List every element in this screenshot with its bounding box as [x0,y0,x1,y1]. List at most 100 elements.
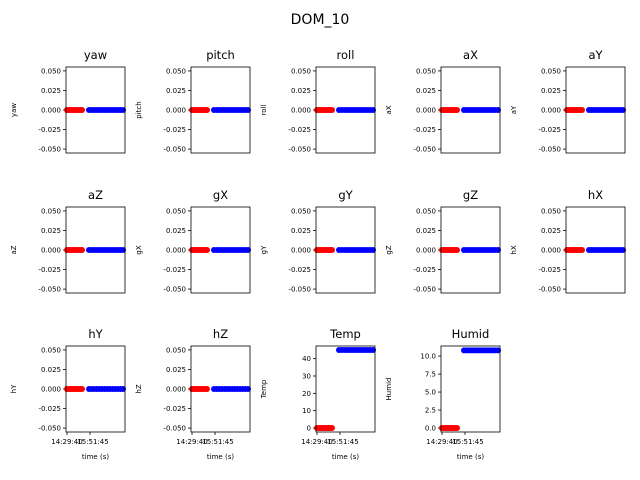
data-point-blue [620,107,626,113]
y-tick-label: -0.025 [38,266,61,274]
plot-frame [65,206,126,294]
y-tick-label: 0.050 [166,207,186,215]
subplot-title: hX [588,188,603,202]
y-tick-label: -0.050 [163,286,186,294]
y-tick-label: -0.050 [538,286,561,294]
y-tick-label: 0.000 [416,107,436,115]
subplot-title: hY [88,327,103,341]
data-point-blue [495,247,501,253]
data-point-blue [120,247,126,253]
subplot-title: Humid [452,327,490,341]
data-point-red [79,386,85,392]
subplot-title: Temp [329,327,361,341]
y-axis-label: Temp [260,379,268,399]
y-tick-label: -0.050 [288,146,311,154]
data-point-blue [120,107,126,113]
y-axis-label: aX [385,105,393,114]
x-tick-label: 15:51:45 [452,438,483,446]
y-axis-label: gZ [385,245,393,254]
y-tick-label: 0.050 [416,67,436,75]
y-tick-label: 0.025 [541,87,561,95]
subplot-title: aZ [88,188,103,202]
y-tick-label: -0.025 [163,405,186,413]
y-tick-label: -0.025 [163,126,186,134]
y-tick-label: 0.025 [166,366,186,374]
x-tick-label: 14:29:40 [51,438,82,446]
y-tick-label: 0.025 [541,227,561,235]
data-point-blue [370,247,376,253]
y-tick-label: -0.025 [38,405,61,413]
y-tick-label: 0.025 [291,227,311,235]
y-tick-label: 0 [307,425,311,433]
subplot-hZ: hZ 0.050 0.025 0.000 -0.025 -0.050 hZ 14:29:401… [135,327,251,461]
y-axis-label: aY [510,105,518,114]
y-tick-label: 0.000 [541,247,561,255]
x-tick-label: 14:29:40 [301,438,332,446]
y-tick-label: 0.000 [291,247,311,255]
data-point-red [329,247,335,253]
y-tick-label: 0.025 [416,87,436,95]
y-tick-label: -0.050 [413,146,436,154]
y-tick-label: 0.050 [166,346,186,354]
y-tick-label: 0.000 [416,247,436,255]
x-axis-label: time (s) [332,453,359,461]
y-tick-label: 0.000 [166,386,186,394]
subplot-title: aX [463,48,478,62]
data-point-blue [620,247,626,253]
data-point-red [579,107,585,113]
plot-frame [315,66,376,154]
y-tick-label: -0.025 [413,266,436,274]
subplot-title: pitch [206,48,235,62]
plot-frame [440,206,501,294]
subplot-gZ: gZ 0.050 0.025 0.000 -0.025 -0.050 gZ [385,188,501,294]
subplot-aY: aY 0.050 0.025 0.000 -0.025 -0.050 aY [510,48,626,154]
data-point-blue [370,346,376,353]
y-tick-label: 0.050 [291,67,311,75]
data-point-blue [495,347,501,354]
y-tick-label: -0.025 [538,126,561,134]
y-axis-label: Humid [385,378,393,401]
subplot-yaw: yaw 0.050 0.025 0.000 -0.025 -0.050 yaw [10,48,126,154]
y-tick-label: 0.050 [41,67,61,75]
y-tick-label: 0.0 [425,425,436,433]
x-tick-label: 15:51:45 [77,438,108,446]
y-axis-label: pitch [135,101,143,118]
y-tick-label: -0.025 [288,126,311,134]
y-tick-label: 10 [302,407,311,415]
y-tick-label: -0.025 [413,126,436,134]
subplot-title: gZ [463,188,478,202]
data-point-blue [120,386,126,392]
data-point-red [79,107,85,113]
subplot-roll: roll 0.050 0.025 0.000 -0.025 -0.050 roll [260,48,376,154]
y-tick-label: 20 [302,390,311,398]
x-tick-label: 15:51:45 [327,438,358,446]
y-tick-label: 0.050 [41,207,61,215]
data-point-red [329,107,335,113]
plot-frame [565,66,626,154]
subplot-hY: hY 0.050 0.025 0.000 -0.025 -0.050 hY 14:29:401… [10,327,126,461]
data-point-red [454,107,460,113]
subplot-gX: gX 0.050 0.025 0.000 -0.025 -0.050 gX [135,188,251,294]
data-point-blue [245,107,251,113]
data-point-red [454,425,460,432]
plot-frame [65,345,126,433]
x-axis-label: time (s) [82,453,109,461]
y-tick-label: 0.000 [166,107,186,115]
subplot-title: aY [588,48,603,62]
y-tick-label: 0.050 [541,207,561,215]
x-axis-label: time (s) [457,453,484,461]
x-tick-label: 14:29:40 [426,438,457,446]
data-point-red [204,107,210,113]
y-tick-label: -0.025 [288,266,311,274]
y-tick-label: -0.050 [38,425,61,433]
y-tick-label: 0.025 [41,87,61,95]
y-tick-label: 0.050 [291,207,311,215]
data-point-red [204,247,210,253]
y-tick-label: 0.000 [41,247,61,255]
plot-frame [65,66,126,154]
y-tick-label: -0.050 [538,146,561,154]
y-tick-label: -0.025 [538,266,561,274]
subplot-title: roll [337,48,355,62]
y-tick-label: 7.5 [425,371,436,379]
